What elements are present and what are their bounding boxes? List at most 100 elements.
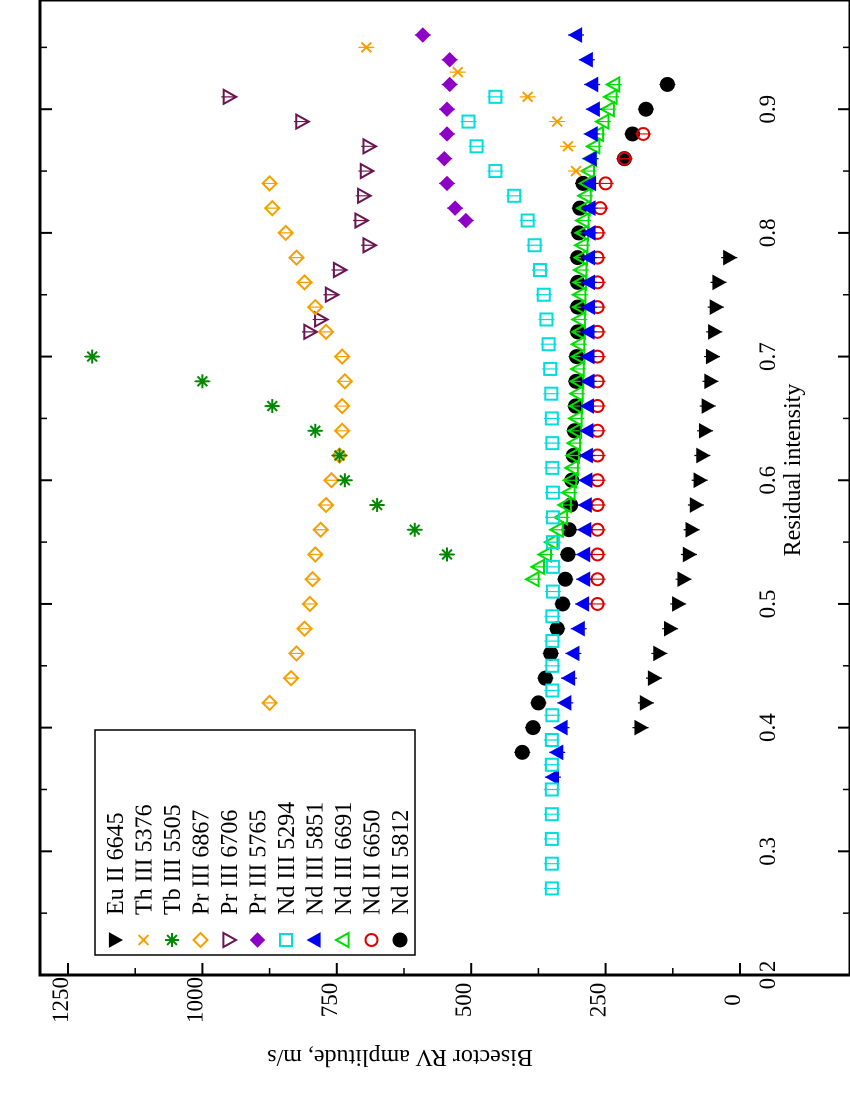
data-point: [704, 373, 719, 390]
y-tick-label: 750: [317, 983, 342, 1018]
x-tick-label: 0.8: [755, 219, 780, 248]
data-point: [569, 335, 586, 353]
data-point: [545, 559, 560, 574]
series-7: [261, 175, 354, 712]
data-point: [317, 323, 335, 341]
data-point: [314, 310, 330, 329]
data-point: [570, 286, 587, 304]
series-9: [358, 41, 585, 177]
data-point: [584, 137, 601, 156]
y-tick-label: 500: [451, 983, 476, 1018]
data-point: [689, 497, 704, 513]
data-point: [544, 733, 559, 747]
data-point: [565, 434, 582, 452]
data-point: [543, 361, 558, 376]
data-point: [362, 236, 379, 254]
data-point: [333, 348, 351, 365]
data-point: [638, 101, 654, 117]
data-point: [566, 409, 583, 428]
data-point: [583, 126, 598, 142]
x-tick-label: 0.3: [755, 837, 780, 866]
data-point: [85, 349, 100, 364]
data-point: [553, 719, 568, 736]
y-tick-label: 1250: [48, 977, 73, 1023]
data-point: [593, 112, 610, 131]
data-point: [295, 112, 311, 131]
legend-label: Nd III 5851: [303, 802, 329, 915]
data-point: [580, 348, 595, 365]
legend-label: Nd III 5294: [274, 802, 300, 915]
legend-marker: [249, 932, 266, 948]
legend-marker: [137, 934, 150, 946]
data-point: [544, 757, 559, 772]
data-point: [701, 398, 716, 414]
data-point: [549, 621, 565, 637]
x-tick-label: 0.2: [755, 961, 780, 990]
legend-marker: [192, 931, 209, 949]
data-point: [263, 199, 281, 217]
data-point: [461, 114, 476, 129]
data-point: [333, 397, 351, 415]
data-point: [523, 570, 540, 588]
data-point: [577, 521, 592, 538]
data-point: [301, 595, 319, 613]
data-point: [563, 459, 579, 477]
data-point: [723, 249, 738, 266]
data-point: [261, 175, 279, 192]
data-point: [557, 695, 572, 711]
series-5: [414, 27, 474, 229]
series-1: [589, 126, 652, 611]
data-point: [520, 213, 535, 228]
legend-label: Th III 5376: [132, 804, 158, 915]
data-point: [561, 670, 576, 687]
data-point: [525, 720, 541, 736]
data-point: [359, 162, 376, 180]
data-point: [544, 881, 559, 896]
data-point: [544, 769, 560, 785]
data-point: [195, 374, 210, 389]
series-8: [84, 349, 456, 562]
data-point: [261, 694, 279, 712]
data-point: [545, 708, 560, 723]
legend-label: Tb III 5505: [160, 804, 186, 915]
data-point: [370, 498, 385, 512]
data-point: [488, 89, 503, 104]
data-point: [599, 100, 615, 118]
data-point: [560, 546, 576, 562]
data-point: [682, 546, 697, 563]
data-point: [288, 645, 305, 662]
data-point: [698, 422, 714, 439]
data-point: [580, 323, 595, 340]
data-point: [545, 485, 560, 500]
data-point: [539, 312, 554, 327]
x-tick-label: 0.6: [755, 466, 780, 495]
data-point: [452, 66, 464, 78]
data-point: [439, 126, 455, 142]
data-point: [708, 323, 723, 340]
data-point: [312, 521, 330, 539]
data-point: [332, 261, 349, 279]
data-point: [579, 398, 594, 414]
data-point: [578, 51, 593, 68]
data-point: [306, 546, 324, 563]
data-point: [507, 188, 522, 203]
legend-label: Pr III 6706: [217, 810, 243, 915]
series-3: [544, 27, 602, 785]
data-point: [580, 274, 596, 291]
data-point: [572, 236, 589, 254]
data-point: [544, 831, 559, 846]
data-point: [559, 483, 576, 502]
legend-label: Pr III 5765: [246, 810, 272, 915]
data-point: [556, 496, 572, 514]
data-point: [570, 165, 582, 177]
data-point: [659, 76, 675, 92]
data-point: [672, 596, 687, 612]
legend-marker: [279, 933, 293, 947]
data-point: [549, 744, 564, 761]
data-point: [543, 645, 559, 661]
data-point: [581, 225, 596, 241]
data-point: [545, 460, 560, 475]
data-point: [709, 299, 724, 315]
